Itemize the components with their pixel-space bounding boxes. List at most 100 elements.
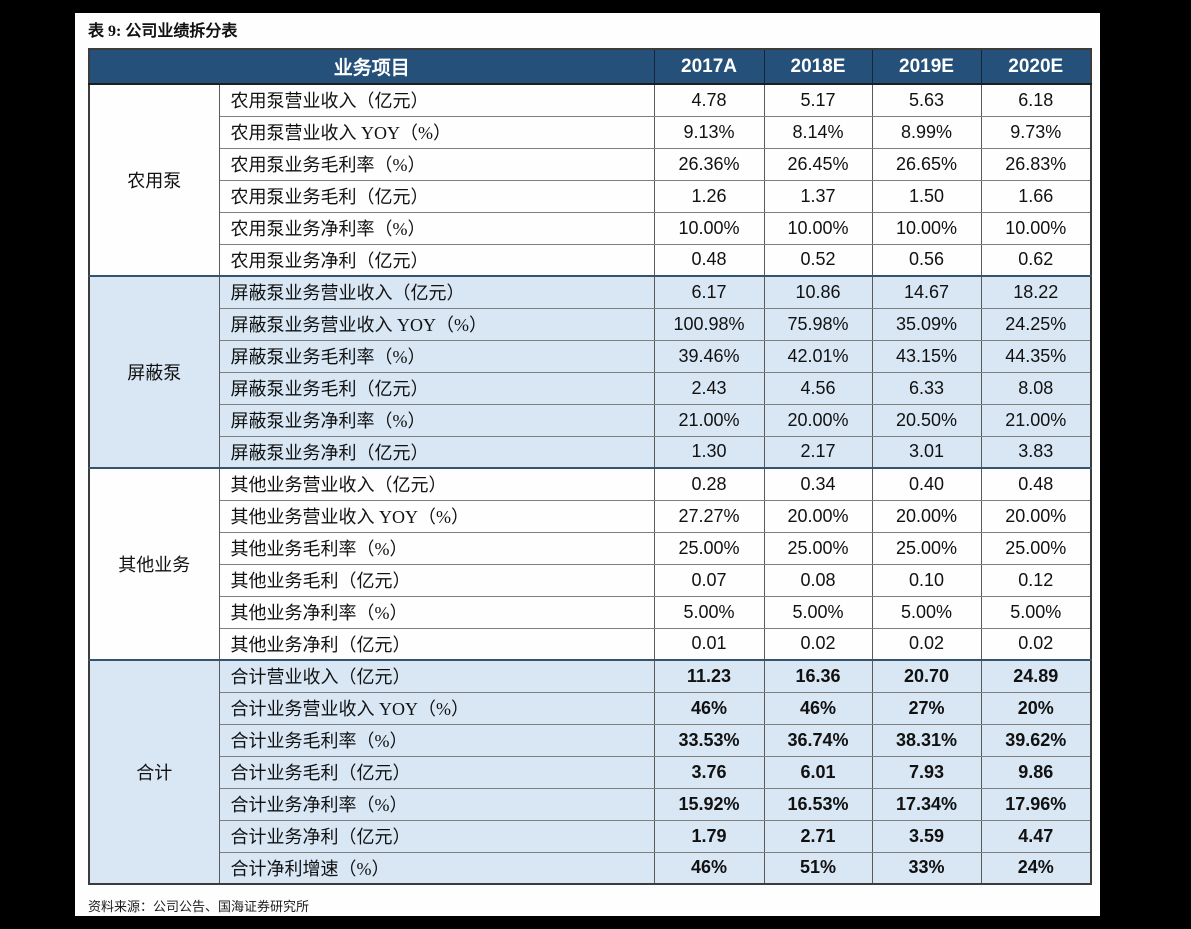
row-label: 农用泵营业收入（亿元） bbox=[218, 83, 655, 117]
value-cell: 25.00% bbox=[871, 531, 982, 565]
value-cell: 20% bbox=[980, 691, 1092, 725]
value-cell: 27.27% bbox=[653, 499, 765, 533]
col-header-2017a: 2017A bbox=[653, 48, 765, 85]
value-cell: 39.46% bbox=[653, 339, 765, 373]
value-cell: 0.34 bbox=[763, 467, 873, 501]
value-cell: 20.00% bbox=[763, 403, 873, 437]
table-row: 合计 合计营业收入（亿元） 11.23 16.36 20.70 24.89 bbox=[88, 659, 1092, 885]
value-cell: 10.86 bbox=[763, 275, 873, 309]
value-cell: 3.83 bbox=[980, 435, 1092, 469]
value-cell: 17.96% bbox=[980, 787, 1092, 821]
table-header: 业务项目 2017A 2018E 2019E 2020E bbox=[88, 48, 1092, 85]
row-label: 农用泵业务净利率（%） bbox=[218, 211, 655, 245]
table-body: 农用泵 农用泵营业收入（亿元） 4.78 5.17 5.63 6.18 农用泵营业收入 YO… bbox=[88, 83, 1092, 885]
table-row: 屏蔽泵业务毛利（亿元） 2.43 4.56 6.33 8.08 bbox=[89, 371, 1092, 405]
value-cell: 46% bbox=[653, 691, 765, 725]
value-cell: 17.34% bbox=[871, 787, 982, 821]
table-row: 农用泵 农用泵营业收入（亿元） 4.78 5.17 5.63 6.18 bbox=[88, 83, 1092, 277]
value-cell: 33% bbox=[871, 851, 982, 885]
row-label: 农用泵营业收入 YOY（%） bbox=[218, 115, 655, 149]
group-label: 其他业务 bbox=[88, 467, 220, 661]
row-label: 屏蔽泵业务毛利率（%） bbox=[218, 339, 655, 373]
table-row: 其他业务 其他业务营业收入（亿元） 0.28 0.34 0.40 0.48 bbox=[88, 467, 1092, 661]
value-cell: 11.23 bbox=[653, 659, 765, 693]
value-cell: 75.98% bbox=[763, 307, 873, 341]
value-cell: 1.79 bbox=[653, 819, 765, 853]
table-row: 合计业务净利率（%） 15.92% 16.53% 17.34% 17.96% bbox=[89, 787, 1092, 821]
col-header-2018e: 2018E bbox=[763, 48, 873, 85]
value-cell: 1.50 bbox=[871, 179, 982, 213]
value-cell: 0.62 bbox=[980, 243, 1092, 277]
value-cell: 10.00% bbox=[871, 211, 982, 245]
value-cell: 0.48 bbox=[980, 467, 1092, 501]
row-label: 合计营业收入（亿元） bbox=[218, 659, 655, 693]
value-cell: 44.35% bbox=[980, 339, 1092, 373]
value-cell: 24.25% bbox=[980, 307, 1092, 341]
value-cell: 20.00% bbox=[763, 499, 873, 533]
value-cell: 9.86 bbox=[980, 755, 1092, 789]
value-cell: 36.74% bbox=[763, 723, 873, 757]
row-label: 其他业务净利率（%） bbox=[218, 595, 655, 629]
table-row: 农用泵业务毛利率（%） 26.36% 26.45% 26.65% 26.83% bbox=[89, 147, 1092, 181]
table-row: 其他业务净利率（%） 5.00% 5.00% 5.00% 5.00% bbox=[89, 595, 1092, 629]
row-label: 其他业务营业收入 YOY（%） bbox=[218, 499, 655, 533]
value-cell: 0.52 bbox=[763, 243, 873, 277]
value-cell: 4.78 bbox=[653, 83, 765, 117]
value-cell: 8.14% bbox=[763, 115, 873, 149]
value-cell: 1.30 bbox=[653, 435, 765, 469]
row-label: 屏蔽泵业务净利（亿元） bbox=[218, 435, 655, 469]
row-label: 农用泵业务毛利（亿元） bbox=[218, 179, 655, 213]
value-cell: 18.22 bbox=[980, 275, 1092, 309]
value-cell: 20.70 bbox=[871, 659, 982, 693]
table-row: 屏蔽泵业务毛利率（%） 39.46% 42.01% 43.15% 44.35% bbox=[89, 339, 1092, 373]
value-cell: 33.53% bbox=[653, 723, 765, 757]
header-row: 业务项目 2017A 2018E 2019E 2020E bbox=[88, 48, 1092, 85]
row-label: 其他业务净利（亿元） bbox=[218, 627, 655, 661]
value-cell: 8.08 bbox=[980, 371, 1092, 405]
value-cell: 46% bbox=[653, 851, 765, 885]
value-cell: 42.01% bbox=[763, 339, 873, 373]
value-cell: 20.00% bbox=[871, 499, 982, 533]
value-cell: 35.09% bbox=[871, 307, 982, 341]
value-cell: 26.45% bbox=[763, 147, 873, 181]
table-row: 屏蔽泵 屏蔽泵业务营业收入（亿元） 6.17 10.86 14.67 18.22 bbox=[88, 275, 1092, 469]
value-cell: 9.73% bbox=[980, 115, 1092, 149]
value-cell: 26.83% bbox=[980, 147, 1092, 181]
group-label: 合计 bbox=[88, 659, 220, 885]
row-label: 其他业务毛利（亿元） bbox=[218, 563, 655, 597]
value-cell: 0.10 bbox=[871, 563, 982, 597]
value-cell: 0.28 bbox=[653, 467, 765, 501]
value-cell: 43.15% bbox=[871, 339, 982, 373]
value-cell: 0.56 bbox=[871, 243, 982, 277]
value-cell: 0.07 bbox=[653, 563, 765, 597]
value-cell: 25.00% bbox=[763, 531, 873, 565]
row-label: 屏蔽泵业务净利率（%） bbox=[218, 403, 655, 437]
row-label: 屏蔽泵业务营业收入 YOY（%） bbox=[218, 307, 655, 341]
table-row: 合计业务毛利率（%） 33.53% 36.74% 38.31% 39.62% bbox=[89, 723, 1092, 757]
value-cell: 9.13% bbox=[653, 115, 765, 149]
group-label: 屏蔽泵 bbox=[88, 275, 220, 469]
value-cell: 21.00% bbox=[653, 403, 765, 437]
value-cell: 5.00% bbox=[871, 595, 982, 629]
table-title: 表 9: 公司业绩拆分表 bbox=[88, 23, 238, 40]
row-label: 合计业务净利（亿元） bbox=[218, 819, 655, 853]
value-cell: 26.65% bbox=[871, 147, 982, 181]
value-cell: 6.33 bbox=[871, 371, 982, 405]
value-cell: 20.50% bbox=[871, 403, 982, 437]
table-row: 其他业务毛利率（%） 25.00% 25.00% 25.00% 25.00% bbox=[89, 531, 1092, 565]
value-cell: 5.63 bbox=[871, 83, 982, 117]
value-cell: 0.02 bbox=[980, 627, 1092, 661]
value-cell: 6.01 bbox=[763, 755, 873, 789]
value-cell: 6.18 bbox=[980, 83, 1092, 117]
value-cell: 0.48 bbox=[653, 243, 765, 277]
value-cell: 8.99% bbox=[871, 115, 982, 149]
table-row: 合计净利增速（%） 46% 51% 33% 24% bbox=[89, 851, 1092, 885]
value-cell: 5.00% bbox=[653, 595, 765, 629]
value-cell: 46% bbox=[763, 691, 873, 725]
value-cell: 5.00% bbox=[980, 595, 1092, 629]
value-cell: 1.66 bbox=[980, 179, 1092, 213]
table-row: 农用泵业务净利率（%） 10.00% 10.00% 10.00% 10.00% bbox=[89, 211, 1092, 245]
document-page: 表 9: 公司业绩拆分表 业务项目 2017A 2018E 2019E 2020… bbox=[75, 13, 1100, 916]
value-cell: 20.00% bbox=[980, 499, 1092, 533]
